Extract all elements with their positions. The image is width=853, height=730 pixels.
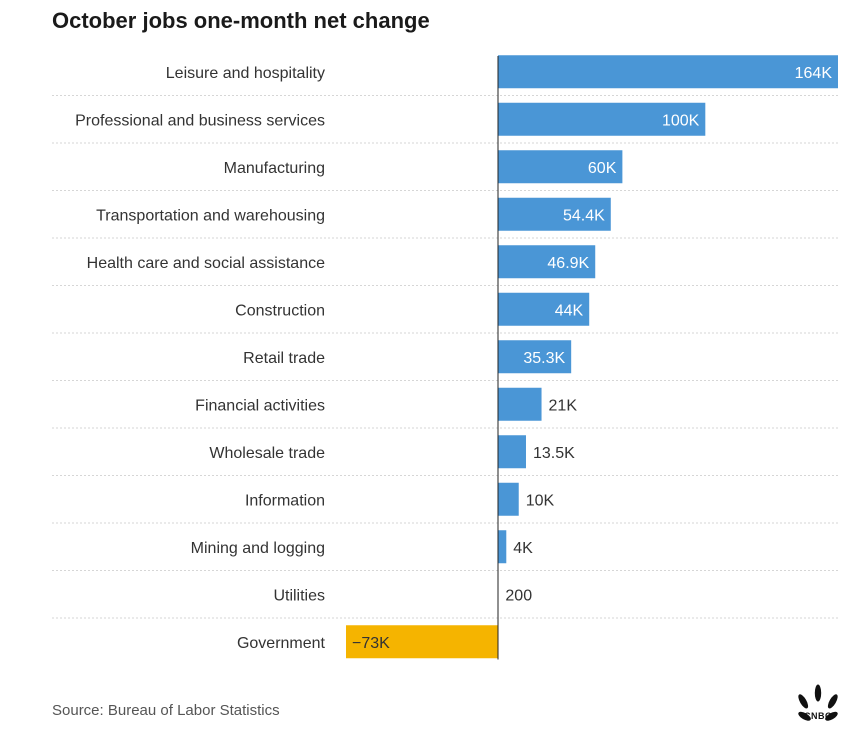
bar bbox=[498, 340, 572, 374]
bars bbox=[346, 55, 838, 659]
bar bbox=[346, 625, 498, 659]
value-label: 10K bbox=[526, 492, 555, 509]
category-label: Manufacturing bbox=[224, 160, 325, 177]
value-label: 164K bbox=[795, 65, 833, 82]
value-label: 21K bbox=[549, 397, 578, 414]
bar bbox=[498, 150, 623, 184]
bar-chart: Leisure and hospitality Professional and … bbox=[52, 55, 838, 660]
bar bbox=[498, 55, 838, 89]
category-label: Financial activities bbox=[195, 397, 325, 414]
value-label: 35.3K bbox=[523, 350, 565, 367]
peacock-icon bbox=[798, 684, 838, 721]
bar bbox=[498, 292, 590, 326]
value-label: 4K bbox=[513, 540, 533, 557]
category-label: Utilities bbox=[273, 587, 325, 604]
value-label: −73K bbox=[352, 635, 390, 652]
bar bbox=[498, 387, 542, 421]
category-label: Retail trade bbox=[243, 350, 325, 367]
category-label: Leisure and hospitality bbox=[166, 65, 325, 82]
value-label: 44K bbox=[555, 302, 584, 319]
category-label: Information bbox=[245, 492, 325, 509]
cnbc-peacock-logo: CNBC bbox=[798, 684, 838, 721]
value-label: 13.5K bbox=[533, 445, 575, 462]
category-label: Government bbox=[237, 635, 326, 652]
category-label: Health care and social assistance bbox=[87, 255, 325, 272]
gridlines bbox=[52, 95, 838, 619]
bar bbox=[498, 245, 596, 279]
bar bbox=[498, 482, 519, 516]
value-label: 100K bbox=[662, 112, 700, 129]
category-label: Construction bbox=[235, 302, 325, 319]
value-label: 60K bbox=[588, 160, 617, 177]
bar bbox=[498, 435, 526, 469]
category-label: Transportation and warehousing bbox=[96, 207, 325, 224]
bar bbox=[498, 102, 706, 136]
value-label: 200 bbox=[505, 587, 532, 604]
value-label: 54.4K bbox=[563, 207, 605, 224]
category-labels: Leisure and hospitality Professional and … bbox=[75, 65, 325, 652]
logo-wordmark: CNBC bbox=[804, 711, 832, 721]
category-label: Wholesale trade bbox=[209, 445, 325, 462]
source-note: Source: Bureau of Labor Statistics bbox=[52, 702, 280, 719]
value-label: 46.9K bbox=[547, 255, 589, 272]
bar bbox=[498, 197, 611, 231]
category-label: Professional and business services bbox=[75, 112, 325, 129]
chart-title: October jobs one-month net change bbox=[52, 8, 430, 33]
bar bbox=[498, 530, 507, 564]
category-label: Mining and logging bbox=[191, 540, 325, 557]
value-labels: 164K 100K 60K 54.4K 46.9K 44K 35.3K 21K 13.5K 10K… bbox=[352, 65, 832, 652]
